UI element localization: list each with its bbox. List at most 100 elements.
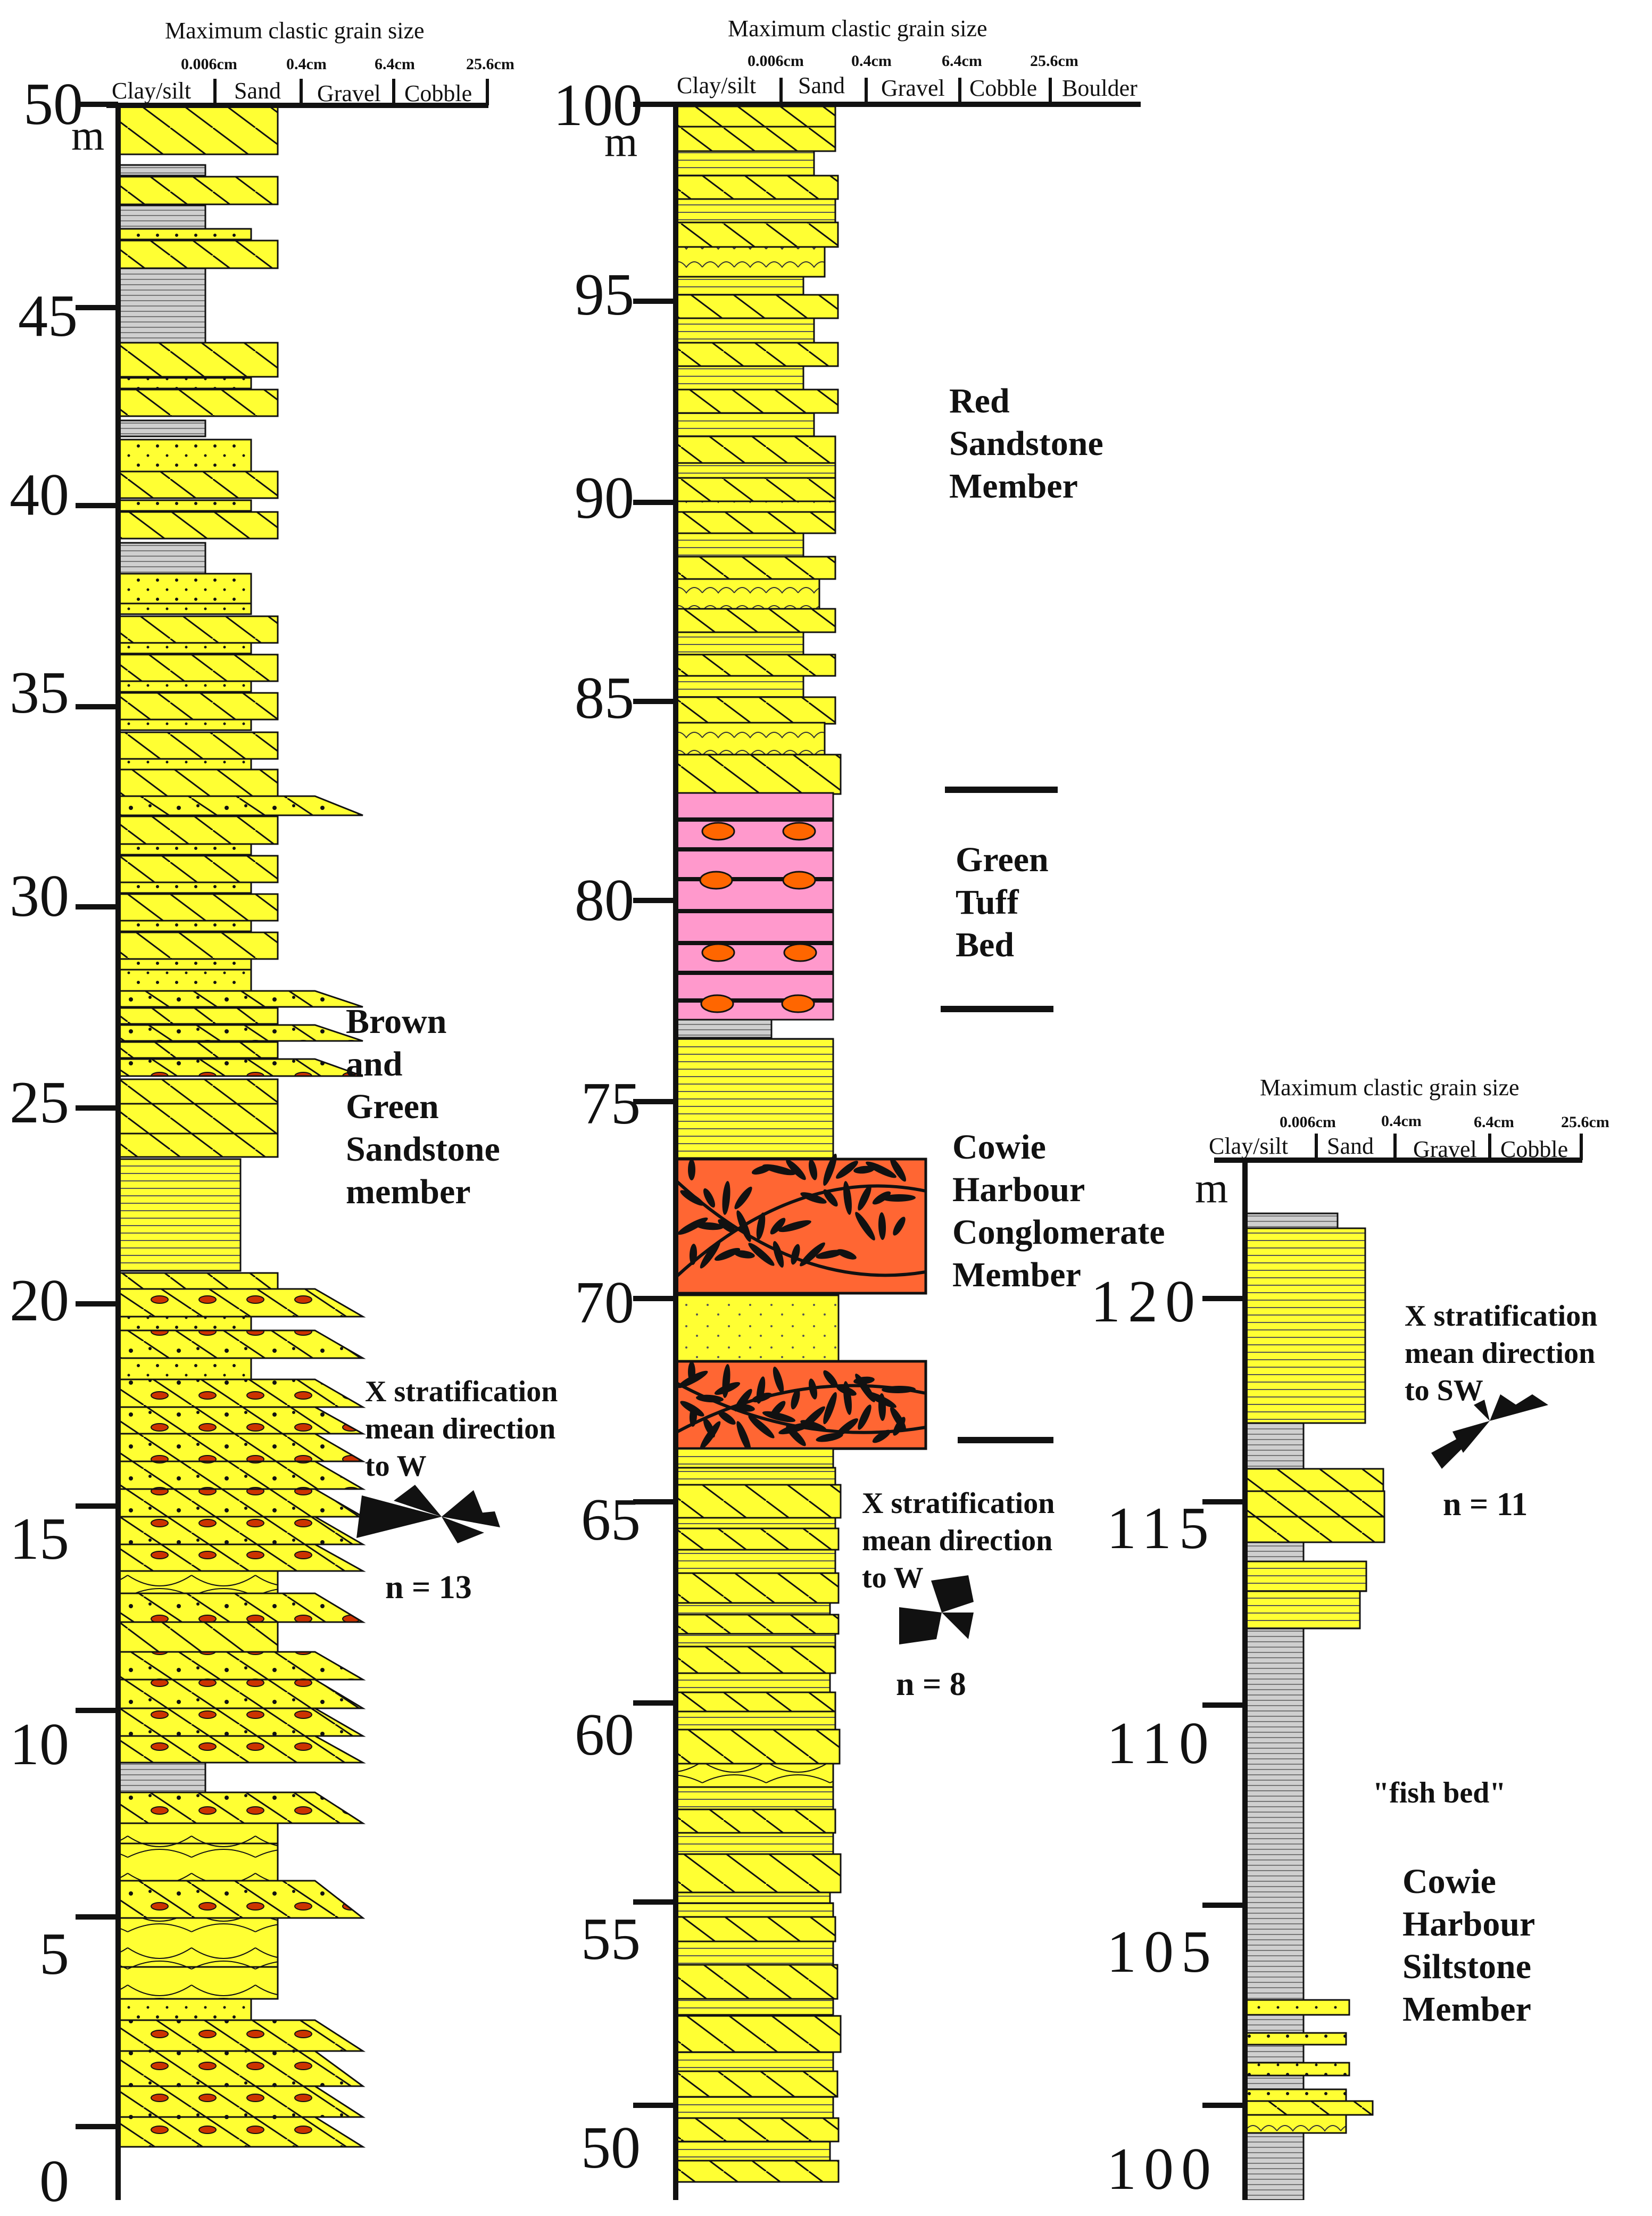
col1-bed-47: [117, 1288, 366, 1318]
col1-size-mark-4: 25.6cm: [466, 55, 514, 73]
col1-tick-30: 30: [10, 863, 69, 929]
col1-bed-44: [117, 1132, 279, 1158]
col1-bed-13: [117, 499, 252, 512]
col1-bed-75: [117, 2085, 366, 2118]
col2-tick-100: 100: [553, 72, 643, 138]
col3-bed-1: [1244, 1227, 1366, 1424]
col1-bed-14: [117, 511, 279, 540]
col1-bed-40: [117, 1041, 279, 1059]
col2-tuff-clast-5: [783, 943, 817, 962]
col2-lower-bed-14: [675, 1729, 841, 1765]
col1-bed-74: [117, 2050, 366, 2087]
col1-bed-37: [117, 990, 363, 1008]
col2-bed-6: [675, 246, 826, 278]
col1-bed-32: [117, 893, 279, 922]
col3-tick-105: 105: [1107, 1919, 1218, 1985]
col3-bed-0: [1244, 1212, 1339, 1229]
col2-conglomerate-lower-clast-15: [791, 1388, 800, 1410]
col1-bed-41: [117, 1058, 363, 1077]
col3-bed-16: [1244, 2088, 1347, 2102]
col2-bed-7: [675, 276, 804, 296]
col2-conglomerate-upper-clast-26: [677, 1217, 708, 1235]
col1-bed-10: [117, 419, 206, 437]
col3-bed-12: [1244, 2032, 1347, 2046]
col2-conglomerate-upper-clast-33: [823, 1189, 838, 1207]
col3-unit-label: m: [1195, 1165, 1228, 1212]
col2-header-title: Maximum clastic grain size: [728, 15, 987, 42]
col1-bed-30: [117, 855, 279, 883]
col2-conglomerate-upper-clast-7: [816, 1250, 843, 1259]
col1-bed-36: [117, 969, 252, 992]
col2-lower-bed-16: [675, 1786, 834, 1810]
col1-size-mark-1: 0.006cm: [181, 55, 237, 73]
col1-unit-label: m: [71, 112, 105, 159]
col2-bed-17: [675, 500, 836, 513]
col3-bed-6: [1244, 1541, 1305, 1562]
col1-bed-43: [117, 1103, 279, 1135]
col1-tick-0: 0: [39, 2148, 69, 2214]
col1-tick-15: 15: [10, 1506, 69, 1572]
col2-conglomerate-upper-clast-25: [858, 1185, 871, 1211]
col2-bed-8: [675, 294, 839, 319]
col2-conglomerate-lower-clast-23: [748, 1415, 775, 1438]
col2-conglomerate-upper-clast-17: [882, 1194, 916, 1202]
col1-tick-25: 25: [10, 1070, 69, 1136]
col3-rose-caption: X stratification mean direction to SW: [1405, 1300, 1598, 1407]
col3-size-mark-3: 6.4cm: [1474, 1113, 1514, 1131]
col1-bed-73: [117, 2019, 366, 2052]
col1-class-clay-silt: Clay/silt: [112, 78, 192, 104]
col2-lower-bed-19: [675, 1853, 842, 1893]
col1-bed-48: [117, 1316, 252, 1332]
col2-bed-24: [675, 654, 836, 677]
col2-lower-bed-9: [675, 1633, 836, 1648]
col2-lower-bed-4: [675, 1527, 840, 1551]
col2-conglomerate-upper-clast-19: [773, 1241, 784, 1268]
col2-size-mark-3: 6.4cm: [942, 52, 982, 70]
col2-conglomerate-upper-clast-22: [696, 1222, 724, 1230]
col1-bed-34: [117, 931, 279, 960]
col3-bed-2: [1244, 1422, 1305, 1470]
col2-conglomerate-upper-clast-2: [778, 1220, 811, 1233]
col1-size-mark-3: 6.4cm: [375, 55, 415, 73]
col2-conglomerate-upper-trough-b: [674, 1184, 926, 1279]
col2-conglomerate-upper-clast-35: [700, 1240, 721, 1269]
col1-bed-3: [117, 204, 206, 230]
col2-conglomerate-upper-clast-38: [855, 1212, 875, 1241]
col2-lower-bed-0: [675, 1448, 834, 1470]
col2-conglomerate-lower-clast-29: [843, 1381, 852, 1415]
col1-bed-24: [117, 731, 279, 760]
col2-conglomerate-upper-clast-28: [786, 1159, 806, 1180]
col2-lower-bed-20: [675, 1891, 831, 1904]
col2-conglomerate-lower-clast-28: [786, 1425, 806, 1446]
col2-member-green-tuff: Green Tuff Bed: [956, 840, 1049, 964]
col3-size-mark-1: 0.006cm: [1280, 1113, 1336, 1131]
col3-class-sand: Sand: [1327, 1133, 1374, 1159]
col1-bed-64: [117, 1735, 366, 1764]
col2-bed-1: [675, 126, 836, 152]
col1-bed-69: [117, 1880, 366, 1919]
col2-lower-bed-24: [675, 1964, 839, 2000]
col3-member-cowie-siltstone: Cowie Harbour Siltstone Member: [1402, 1862, 1535, 2029]
col2-lower-bed-23: [675, 1940, 834, 1966]
col3-tick-115: 115: [1107, 1495, 1216, 1561]
col2-lower-bed-12: [675, 1691, 836, 1713]
col2-bed-26: [675, 696, 836, 725]
col1-rose-diagram: [356, 1485, 500, 1543]
col2-conglomerate-lower-clast-38: [855, 1374, 875, 1402]
col2-class-boulder: Boulder: [1062, 75, 1138, 101]
col2-sand-bed: [675, 1294, 840, 1362]
col2-bed-5: [675, 221, 839, 248]
col2-bed-28: [675, 754, 842, 795]
col1-rose-caption: X stratification mean direction to W: [365, 1375, 558, 1483]
col2-conglomerate-upper-clast-20: [823, 1153, 837, 1186]
col2-rose-caption: X stratification mean direction to W: [862, 1487, 1055, 1594]
col2-conglomerate-lower-clast-34: [878, 1393, 886, 1421]
col2-tuff-clast-1: [782, 822, 816, 841]
col1-bed-17: [117, 602, 252, 615]
col2-conglomerate-upper-clast-12: [853, 1165, 875, 1174]
col1-bed-19: [117, 642, 252, 655]
col2-bed-25: [675, 675, 804, 698]
col1-tick-50: 50: [23, 71, 83, 137]
col2-member-cowie-conglomerate: Cowie Harbour Conglomerate Member: [952, 1128, 1165, 1294]
col1-bed-4: [117, 228, 252, 241]
